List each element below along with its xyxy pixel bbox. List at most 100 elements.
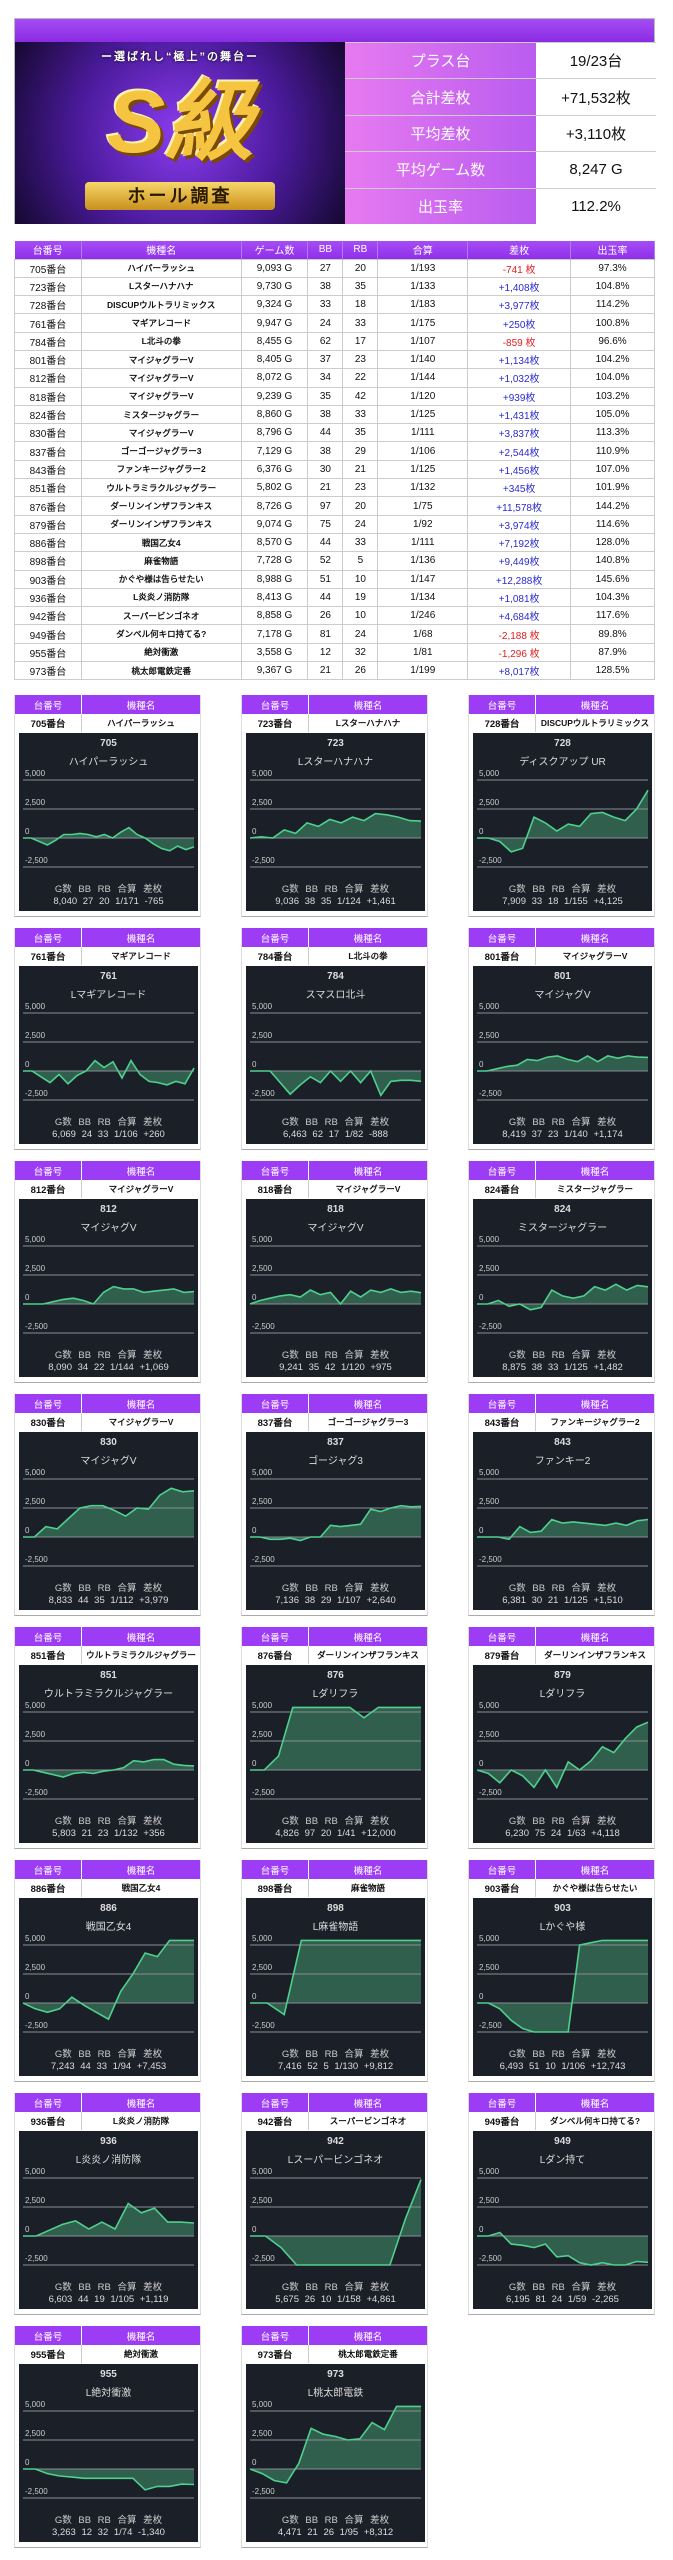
axis-tick-label: 2,500 bbox=[479, 1031, 500, 1040]
coin-difference: +2,544枚 bbox=[467, 441, 572, 461]
unit-header-label: 台番号 bbox=[242, 2326, 309, 2345]
game-count: 9,730 G bbox=[240, 276, 309, 297]
model-header-label: 機種名 bbox=[580, 1399, 610, 1411]
unit-header-label: 台番号 bbox=[15, 1394, 82, 1413]
payout-rate: 110.9% bbox=[570, 441, 655, 461]
stat-values: 6,493 51 10 1/106 +12,743 bbox=[499, 2061, 626, 2072]
chart-unit-number: 942 bbox=[327, 2136, 344, 2147]
game-count: 3,558 G bbox=[240, 642, 309, 663]
machine-card: 台番号 機種名 949番台 ダンベル何キロ持てる? 949 Lダン持て 5,000 2… bbox=[468, 2093, 655, 2315]
axis-tick-label: 5,000 bbox=[479, 1235, 500, 1244]
axis-tick-label: -2,500 bbox=[252, 1555, 275, 1564]
model-name: 麻雀物語 bbox=[350, 1883, 385, 1893]
rb-count: 10 bbox=[342, 606, 379, 626]
axis-tick-label: 5,000 bbox=[25, 2400, 46, 2409]
difference-line-chart: 5,000 2,500 0 -2,500 bbox=[23, 1235, 195, 1334]
chart-series-line bbox=[249, 812, 422, 839]
unit-header-label: 台番号 bbox=[469, 1860, 536, 1879]
axis-tick-label: 5,000 bbox=[25, 1468, 46, 1477]
axis-tick-label: 0 bbox=[25, 1526, 30, 1535]
unit-number: 942番台 bbox=[242, 2112, 309, 2130]
column-header: 台番号 bbox=[14, 241, 82, 259]
summary-label: 出玉率 bbox=[345, 188, 536, 224]
game-count: 9,324 G bbox=[240, 295, 309, 315]
game-count: 8,858 G bbox=[240, 606, 309, 626]
model-name: 戦国乙女4 bbox=[121, 1883, 161, 1893]
chart-model-name: L桃太郎電鉄 bbox=[307, 2388, 364, 2399]
machine-card: 台番号 機種名 761番台 マギアレコード 761 Lマギアレコード 5,000 2,… bbox=[14, 928, 201, 1150]
machine-results-table: 台番号 機種名 ゲーム数 BB RB 合算 差枚 出玉率 705番台 ハイパーラッシュ 9,093… bbox=[14, 241, 655, 681]
axis-tick-label: 0 bbox=[252, 1526, 257, 1535]
axis-tick-label: -2,500 bbox=[479, 2021, 502, 2030]
combined-rate: 1/106 bbox=[377, 441, 469, 461]
model-name: マイジャグラーV bbox=[108, 1184, 174, 1194]
chart-series-line bbox=[250, 1504, 422, 1542]
card-info-row: 903番台 かぐや様は告らせたい bbox=[469, 1879, 654, 1897]
model-header-label: 機種名 bbox=[353, 2331, 383, 2343]
model-name: 桃太郎電鉄定番 bbox=[80, 661, 242, 681]
card-info-row: 843番台 ファンキージャグラー2 bbox=[469, 1413, 654, 1431]
stat-values: 9,241 35 42 1/120 +975 bbox=[279, 1362, 392, 1373]
unit-number: 973番台 bbox=[242, 2345, 309, 2363]
model-header-label: 機種名 bbox=[126, 2098, 156, 2110]
table-row: 898番台 麻雀物語 7,728 G 52 5 1/136 +9,449枚 140.8% bbox=[14, 551, 655, 571]
axis-tick-label: 0 bbox=[479, 827, 484, 836]
chart-model-name: Lスーパービンゴネオ bbox=[287, 2155, 384, 2166]
chart-series-line bbox=[23, 1059, 195, 1086]
payout-rate: 104.2% bbox=[570, 349, 655, 370]
combined-rate: 1/107 bbox=[377, 331, 469, 351]
chart-unit-number: 879 bbox=[554, 1670, 571, 1681]
card-header: 台番号 機種名 bbox=[469, 1627, 654, 1646]
rb-count: 35 bbox=[342, 276, 379, 297]
coin-difference: +8,017枚 bbox=[467, 661, 572, 681]
chart-series-line bbox=[250, 1939, 421, 2016]
model-header-label: 機種名 bbox=[353, 2098, 383, 2110]
axis-tick-label: 2,500 bbox=[25, 1031, 46, 1040]
chart-panel: 824 ミスタージャグラー 5,000 2,500 0 -2,500 G数 BB RB… bbox=[473, 1199, 652, 1377]
unit-number: 843番台 bbox=[14, 459, 82, 480]
model-header-label: 機種名 bbox=[126, 2331, 156, 2343]
table-row: 879番台 ダーリンインザフランキス 9,074 G 75 24 1/92 +3,974枚 1… bbox=[14, 514, 655, 534]
combined-rate: 1/111 bbox=[377, 532, 469, 553]
chart-unit-number: 818 bbox=[327, 1204, 344, 1215]
summary-row: 平均ゲーム数 8,247 G bbox=[345, 151, 656, 188]
card-info-row: 851番台 ウルトラミラクルジャグラー bbox=[15, 1646, 200, 1664]
chart-unit-number: 728 bbox=[554, 738, 571, 749]
table-row: 830番台 マイジャグラーV 8,796 G 44 35 1/111 +3,837枚 113.… bbox=[14, 423, 655, 443]
game-count: 9,239 G bbox=[240, 386, 309, 406]
rb-count: 42 bbox=[342, 386, 379, 406]
model-header-label: 機種名 bbox=[126, 1399, 156, 1411]
axis-tick-label: -2,500 bbox=[252, 2254, 275, 2263]
card-info-row: 955番台 絶対衝激 bbox=[15, 2345, 200, 2363]
chart-model-name: ハイパーラッシュ bbox=[68, 757, 149, 768]
chart-panel: 876 Lダリフラ 5,000 2,500 0 -2,500 G数 BB RB 合算 … bbox=[246, 1665, 425, 1843]
unit-number: 955番台 bbox=[15, 2345, 82, 2363]
column-header: 出玉率 bbox=[570, 241, 655, 259]
axis-tick-label: 5,000 bbox=[252, 1468, 273, 1477]
payout-rate: 100.8% bbox=[570, 313, 655, 333]
stat-values: 4,471 21 26 1/95 +8,312 bbox=[277, 2527, 394, 2538]
unit-number: 824番台 bbox=[14, 404, 82, 425]
chart-panel: 898 L麻雀物語 5,000 2,500 0 -2,500 G数 BB RB 合算 … bbox=[246, 1898, 425, 2076]
unit-number: 818番台 bbox=[242, 1180, 309, 1198]
rb-count: 33 bbox=[342, 532, 379, 553]
unit-number: 949番台 bbox=[14, 624, 82, 644]
unit-number: 879番台 bbox=[14, 514, 82, 534]
unit-number: 723番台 bbox=[14, 276, 82, 297]
axis-tick-label: -2,500 bbox=[252, 2021, 275, 2030]
chart-series-line bbox=[23, 2202, 195, 2237]
rb-count: 22 bbox=[342, 368, 379, 388]
combined-rate: 1/120 bbox=[377, 386, 469, 406]
unit-header-label: 台番号 bbox=[469, 1394, 536, 1413]
chart-panel: 936 L炎炎ノ消防隊 5,000 2,500 0 -2,500 G数 BB RB 合… bbox=[19, 2131, 198, 2309]
column-header: 差枚 bbox=[467, 241, 572, 259]
chart-panel: 705 ハイパーラッシュ 5,000 2,500 0 -2,500 G数 BB RB … bbox=[19, 733, 198, 911]
chart-unit-number: 955 bbox=[100, 2369, 117, 2380]
machine-card: 台番号 機種名 728番台 DISCUPウルトラリミックス 728 ディスクアップ … bbox=[468, 695, 655, 917]
axis-tick-label: 5,000 bbox=[252, 2167, 273, 2176]
table-row: 851番台 ウルトラミラクルジャグラー 5,802 G 21 23 1/132 +345枚 1… bbox=[14, 478, 655, 498]
axis-tick-label: -2,500 bbox=[25, 856, 48, 865]
model-name: マイジャグラーV bbox=[108, 1417, 174, 1427]
axis-tick-label: 2,500 bbox=[25, 1497, 46, 1506]
payout-rate: 114.2% bbox=[570, 295, 655, 315]
